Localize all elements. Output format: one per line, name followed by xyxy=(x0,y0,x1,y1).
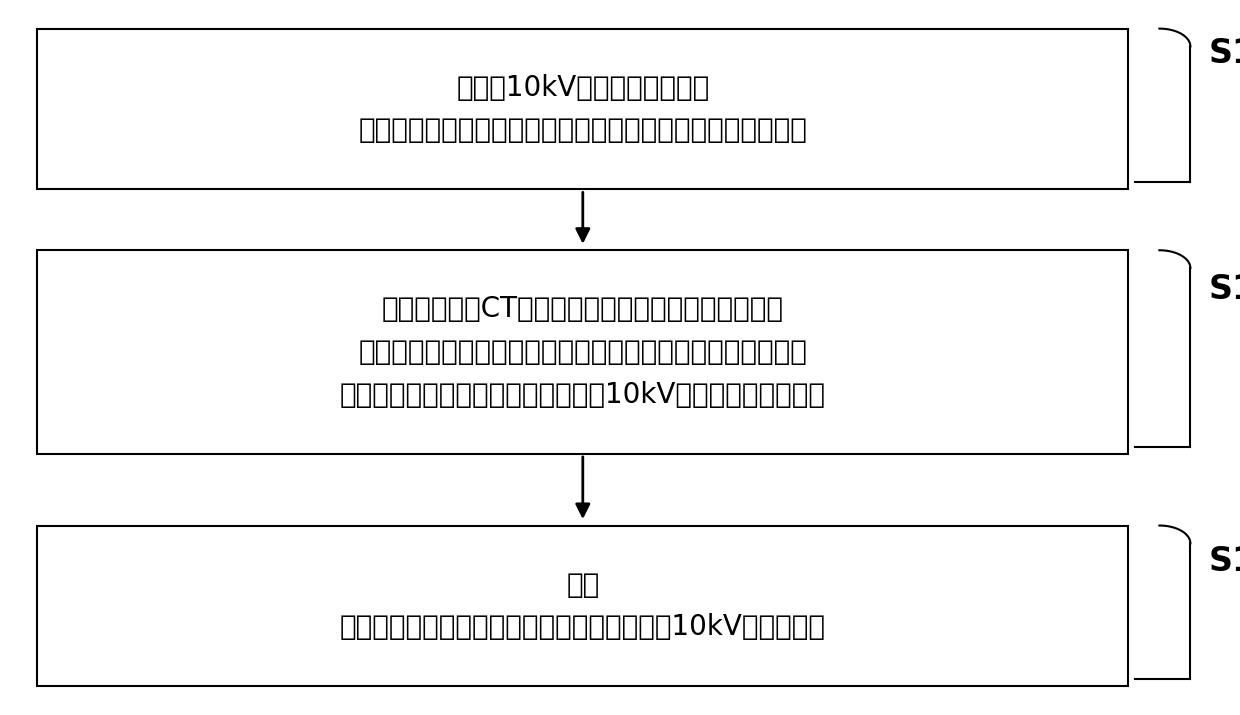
Text: 根据基础源数据分别对线损率异常的10kV线路进行以下分析中: 根据基础源数据分别对线损率异常的10kV线路进行以下分析中 xyxy=(340,381,826,409)
Text: 的任意一项或多项：计量监测异常分析、负荷率分析、功率因: 的任意一项或多项：计量监测异常分析、负荷率分析、功率因 xyxy=(358,338,807,366)
Text: S11: S11 xyxy=(1209,37,1240,70)
Text: S13: S13 xyxy=(1209,545,1240,578)
Bar xyxy=(37,526,1128,686)
Text: 从配网生产系统、计量自动化系统以及营销系统中获取线损率: 从配网生产系统、计量自动化系统以及营销系统中获取线损率 xyxy=(358,117,807,144)
Text: 原因: 原因 xyxy=(567,571,599,598)
Text: 异常的10kV线路的基础源数据: 异常的10kV线路的基础源数据 xyxy=(456,74,709,102)
Bar xyxy=(37,250,1128,454)
Text: 数分析、用户CT饱和分析、线径分析和窃电原因分析: 数分析、用户CT饱和分析、线径分析和窃电原因分析 xyxy=(382,295,784,323)
Bar xyxy=(37,29,1128,189)
Text: 根据分析结果在显示界面上展示线损率异常的10kV线路的异常: 根据分析结果在显示界面上展示线损率异常的10kV线路的异常 xyxy=(340,613,826,641)
Text: S12: S12 xyxy=(1209,273,1240,306)
